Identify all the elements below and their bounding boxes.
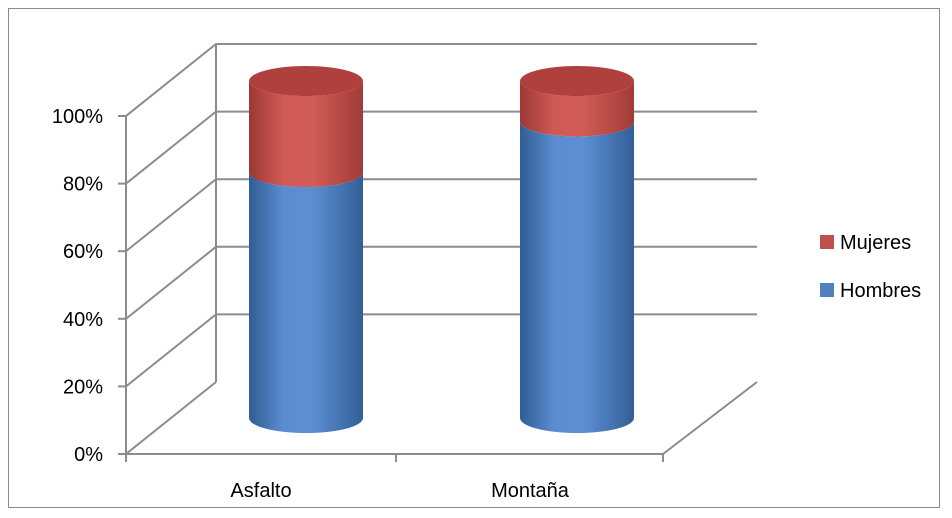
chart-walls <box>125 43 758 462</box>
gridline <box>125 245 757 320</box>
x-axis-labels: Asfalto Montaña <box>230 480 569 502</box>
bar-segment-hombres <box>249 171 363 434</box>
legend: Mujeres Hombres <box>820 232 921 302</box>
legend-label: Mujeres <box>840 232 911 254</box>
x-tick-label: Montaña <box>491 480 570 502</box>
y-tick-label: 0% <box>74 444 103 466</box>
legend-swatch <box>820 283 834 297</box>
bar-group <box>520 66 634 433</box>
bar-segment-mujeres <box>520 81 634 137</box>
gridline <box>125 110 757 185</box>
gridlines <box>125 43 757 388</box>
y-tick-label: 80% <box>63 174 103 196</box>
bar-segment-hombres <box>520 121 634 433</box>
bar-group <box>249 66 363 434</box>
gridline <box>125 313 757 388</box>
bar-top-cap <box>249 66 363 96</box>
gridline <box>125 178 757 252</box>
y-tick-label: 100% <box>52 106 103 128</box>
y-tick-label: 40% <box>63 309 103 331</box>
bar-top-cap <box>520 66 634 96</box>
y-tick-label: 60% <box>63 241 103 263</box>
legend-label: Hombres <box>840 280 921 302</box>
gridline <box>125 43 757 117</box>
legend-swatch <box>820 235 834 249</box>
x-tick-label: Asfalto <box>230 480 291 502</box>
y-tick-label: 20% <box>63 376 103 398</box>
bars <box>249 66 634 434</box>
y-axis-ticks: 0% 20% 40% 60% 80% 100% <box>52 106 126 466</box>
bar-segment-mujeres <box>249 81 363 187</box>
